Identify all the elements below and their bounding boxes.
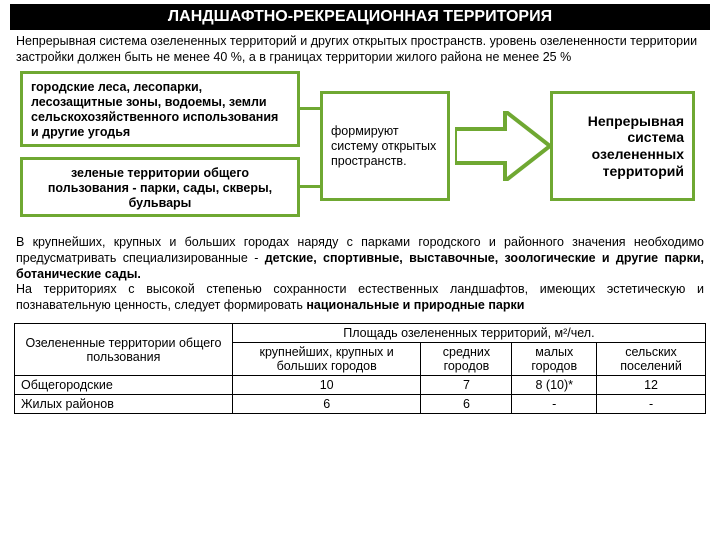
table-cell: - [512,395,597,414]
table-cell: 6 [421,395,512,414]
table-header-right: Площадь озелененных территорий, м²/чел. [232,324,705,343]
box-right: Непрерывная система озелененных территор… [550,91,695,201]
table-col-header: средних городов [421,343,512,376]
table-row-label: Жилых районов [15,395,233,414]
table-cell: 6 [232,395,421,414]
area-table: Озелененные территории общего пользовани… [0,317,720,414]
box-middle-text: формируют систему открытых пространств. [331,124,439,169]
box-left-bottom: зеленые территории общего пользования - … [20,157,300,217]
box-middle: формируют систему открытых пространств. [320,91,450,201]
page-title: ЛАНДШАФТНО-РЕКРЕАЦИОННАЯ ТЕРРИТОРИЯ [10,4,710,30]
table-cell: 8 (10)* [512,376,597,395]
table-row: Жилых районов 6 6 - - [15,395,706,414]
table-cell: - [597,395,706,414]
table-col-header: сельских поселений [597,343,706,376]
connector-line [300,185,320,188]
flow-diagram: городские леса, лесопарки, лесозащитные … [10,71,710,231]
table-header-left: Озелененные территории общего пользовани… [15,324,233,376]
box-left-top: городские леса, лесопарки, лесозащитные … [20,71,300,147]
table-cell: 10 [232,376,421,395]
table-col-header: крупнейших, крупных и больших городов [232,343,421,376]
table-cell: 7 [421,376,512,395]
arrow-right-icon [455,111,550,181]
table-row: Общегородские 10 7 8 (10)* 12 [15,376,706,395]
table-col-header: малых городов [512,343,597,376]
table-row-label: Общегородские [15,376,233,395]
box-right-text: Непрерывная система озелененных территор… [561,113,684,180]
connector-line [300,107,320,110]
table-cell: 12 [597,376,706,395]
body-paragraph: В крупнейших, крупных и больших городах … [0,231,720,317]
intro-text: Непрерывная система озелененных территор… [0,32,720,71]
